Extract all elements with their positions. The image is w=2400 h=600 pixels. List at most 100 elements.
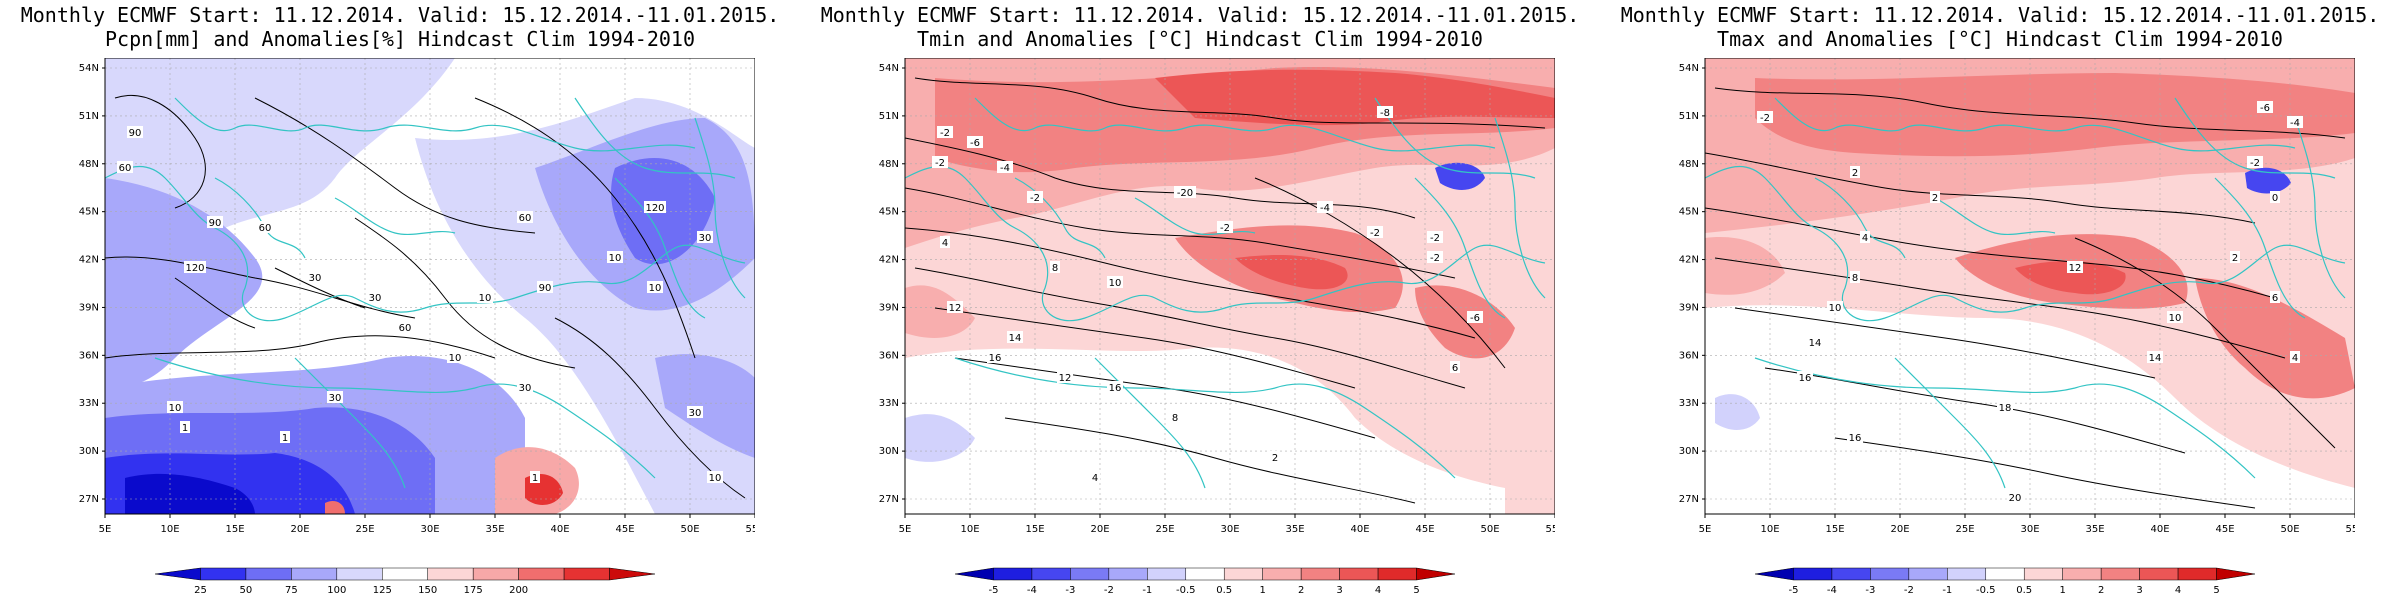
contour-label: 90 [129, 128, 142, 139]
contour-line [914, 77, 1546, 129]
contour-label: -4 [1000, 163, 1010, 174]
contour-label: 1 [532, 473, 538, 484]
colorbar-label: 50 [240, 585, 253, 596]
colorbar-label: 3 [1336, 585, 1342, 596]
contour-label-bg [997, 161, 1013, 173]
coastline [1414, 177, 1506, 319]
lat-tick-label: 30N [879, 446, 899, 457]
colorbar-swatch [382, 567, 428, 581]
contour-label: 10 [169, 403, 182, 414]
coastline [384, 124, 696, 152]
colorbar-swatch [200, 567, 247, 581]
lon-tick-label: 50E [680, 524, 699, 535]
coastline [694, 117, 746, 299]
contour-label-bg [1807, 336, 1823, 348]
lon-tick-label: 45E [2215, 524, 2234, 535]
coastline [2294, 117, 2346, 299]
colorbar-swatch [1339, 567, 1379, 581]
contour-label: -4 [2290, 118, 2300, 129]
contour-line [354, 217, 576, 369]
colorbar-label: 125 [373, 585, 392, 596]
contour-label: 4 [942, 238, 948, 249]
colorbar-label: 5 [2213, 585, 2219, 596]
contour-label-bg [647, 281, 663, 293]
contour-line [1004, 417, 1416, 504]
colorbar-swatch [1147, 567, 1187, 581]
contour-label-bg [1997, 401, 2013, 413]
anomaly-shading [905, 58, 1555, 514]
contour-label-bg [937, 126, 953, 138]
lat-tick-label: 42N [79, 255, 99, 266]
colorbar-swatch [291, 567, 338, 581]
contour-label-bg [257, 221, 273, 233]
contour-label: 2 [1852, 168, 1858, 179]
contour-label: 12 [2069, 263, 2082, 274]
contour-label: -2 [1370, 228, 1380, 239]
contour-label: 0 [2272, 193, 2278, 204]
contour-label: -6 [970, 138, 980, 149]
contour-line [1714, 87, 2346, 139]
contour-label-bg [2147, 351, 2163, 363]
lon-tick-label: 25E [1155, 524, 1174, 535]
contour-label: 8 [1852, 273, 1858, 284]
coastline [1184, 124, 1496, 152]
precip-colorbar: 25 50 75 100 125 150 175 200 [154, 567, 656, 596]
contour-label-bg [1467, 311, 1483, 323]
contour-label: 60 [519, 213, 532, 224]
colorbar-label: 0.5 [1216, 585, 1232, 596]
lon-tick-label: 20E [1090, 524, 1109, 535]
contour-label-bg [2257, 101, 2273, 113]
contour-label: 16 [989, 353, 1002, 364]
coastline [514, 244, 746, 299]
colorbar-swatch [1908, 567, 1948, 581]
colorbar-label: 1 [1260, 585, 1266, 596]
colorbar-swatch [1870, 567, 1910, 581]
lon-tick-label: 40E [550, 524, 569, 535]
anomaly-area [905, 414, 975, 462]
colorbar-swatch [472, 567, 519, 581]
contour-label: 10 [1109, 278, 1122, 289]
contour-lines [1705, 87, 2346, 509]
lon-tick-label: 25E [355, 524, 374, 535]
coastline [1094, 357, 1206, 489]
contour-label-bg [1317, 201, 1333, 213]
contour-line [2074, 237, 2336, 449]
contour-label-bg [607, 251, 623, 263]
contour-label-bg [367, 291, 383, 303]
contour-label-bg [1367, 226, 1383, 238]
colorbar-label: -5 [1788, 585, 1798, 596]
lat-labels: 54N 51N 48N 45N 42N 39N 36N 33N 30N 27N [879, 63, 905, 505]
colorbar-label: 25 [194, 585, 207, 596]
lon-tick-label: 55E [2345, 524, 2355, 535]
coastline [1705, 165, 1886, 322]
lon-tick-label: 20E [290, 524, 309, 535]
coastlines [1705, 97, 2346, 489]
contour-label-bg [1057, 371, 1073, 383]
colorbar-swatch [1223, 567, 1263, 581]
lon-tick-label: 15E [1825, 524, 1844, 535]
contour-line [1734, 307, 2156, 379]
coastline [1934, 197, 2056, 236]
colorbar-label: 175 [464, 585, 483, 596]
contour-label-bg [1007, 331, 1023, 343]
contour-label-bg [530, 471, 540, 483]
contour-label-bg [947, 301, 963, 313]
contour-label-bg [1827, 301, 1843, 313]
contour-label: 30 [309, 273, 322, 284]
contour-label-bg [1050, 261, 1060, 273]
tmax-colorbar: -5 -4 -3 -2 -1 -0.5 0.5 1 2 3 4 5 [1754, 567, 2256, 596]
contour-label: 10 [479, 293, 492, 304]
panel-title-line2: Tmin and Anomalies [°C] Hindcast Clim 19… [917, 27, 1483, 51]
contour-label: 30 [699, 233, 712, 244]
contour-label: -2 [1030, 193, 1040, 204]
contour-label-bg [517, 211, 533, 223]
coastline [2214, 177, 2306, 319]
lon-tick-label: 10E [960, 524, 979, 535]
colorbar-swatch [2100, 567, 2140, 581]
coastline [614, 177, 706, 319]
lon-labels: 5E 10E 15E 20E 25E 30E 35E 40E 45E 50E 55E [99, 514, 755, 535]
anomaly-area [325, 501, 345, 514]
anomaly-shading [1705, 58, 2355, 514]
coastline [154, 357, 476, 394]
lon-tick-label: 30E [420, 524, 439, 535]
